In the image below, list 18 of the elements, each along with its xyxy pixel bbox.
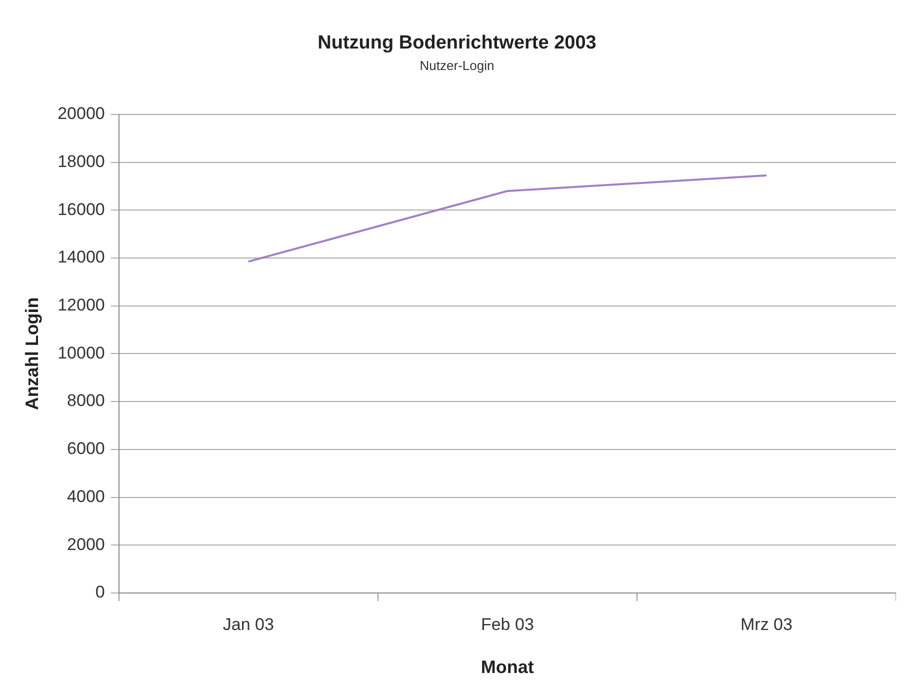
y-tick-label: 6000	[67, 439, 105, 458]
x-tick-label: Feb 03	[480, 614, 534, 634]
chart-title: Nutzung Bodenrichtwerte 2003	[318, 32, 596, 54]
x-tick-label: Mrz 03	[740, 614, 792, 634]
x-tick-label: Jan 03	[222, 614, 274, 634]
y-tick-label: 12000	[58, 296, 105, 315]
y-tick-label: 8000	[67, 391, 105, 410]
x-axis-title: Monat	[480, 657, 534, 678]
chart-subtitle: Nutzer-Login	[420, 58, 494, 74]
y-axis-title: Anzahl Login	[22, 297, 42, 410]
y-tick-label: 18000	[58, 152, 105, 171]
y-tick-label: 16000	[58, 200, 105, 219]
y-tick-label: 0	[95, 582, 105, 602]
y-tick-label: 14000	[58, 248, 105, 267]
y-tick-label: 2000	[67, 534, 105, 554]
y-tick-label: 10000	[58, 343, 105, 362]
y-tick-label: 20000	[58, 104, 105, 124]
y-tick-label: 4000	[67, 486, 105, 506]
